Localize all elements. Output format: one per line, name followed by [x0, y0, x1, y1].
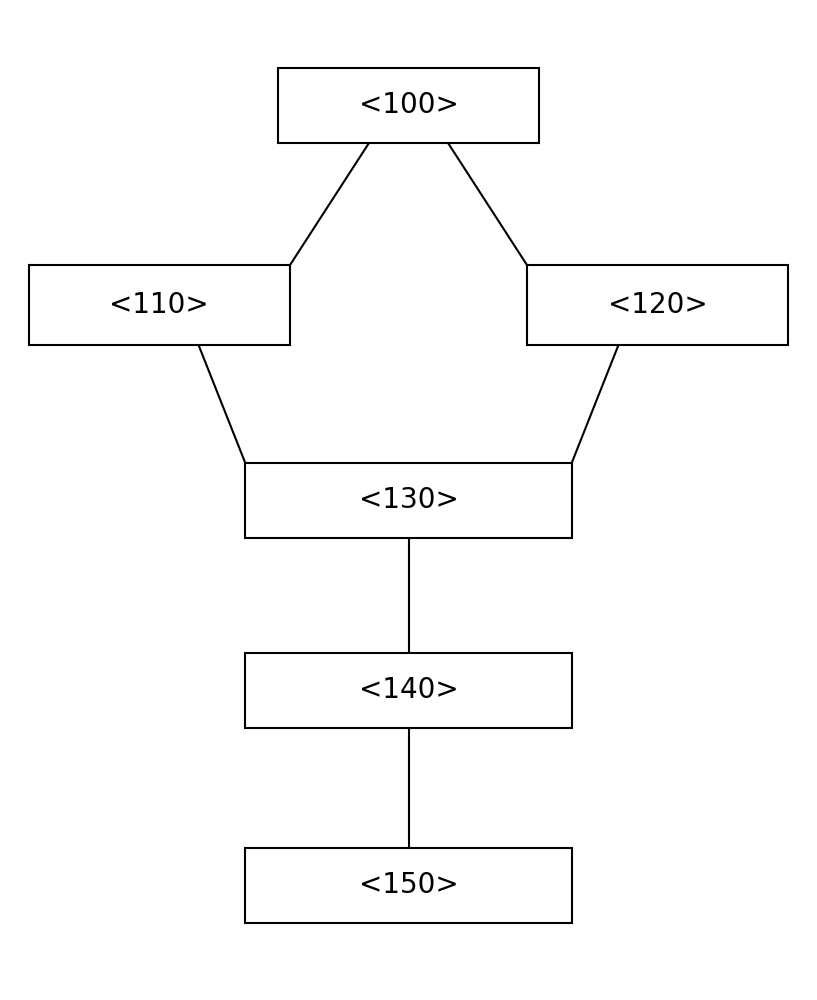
Bar: [29, 265, 290, 345]
Bar: [245, 462, 572, 538]
Bar: [245, 847, 572, 922]
Bar: [245, 652, 572, 728]
Text: <110>: <110>: [109, 291, 209, 319]
Text: <100>: <100>: [359, 91, 458, 119]
Text: <150>: <150>: [359, 871, 458, 899]
Text: <130>: <130>: [359, 486, 458, 514]
Text: <120>: <120>: [608, 291, 708, 319]
Bar: [278, 68, 539, 142]
Bar: [527, 265, 788, 345]
Text: <140>: <140>: [359, 676, 458, 704]
